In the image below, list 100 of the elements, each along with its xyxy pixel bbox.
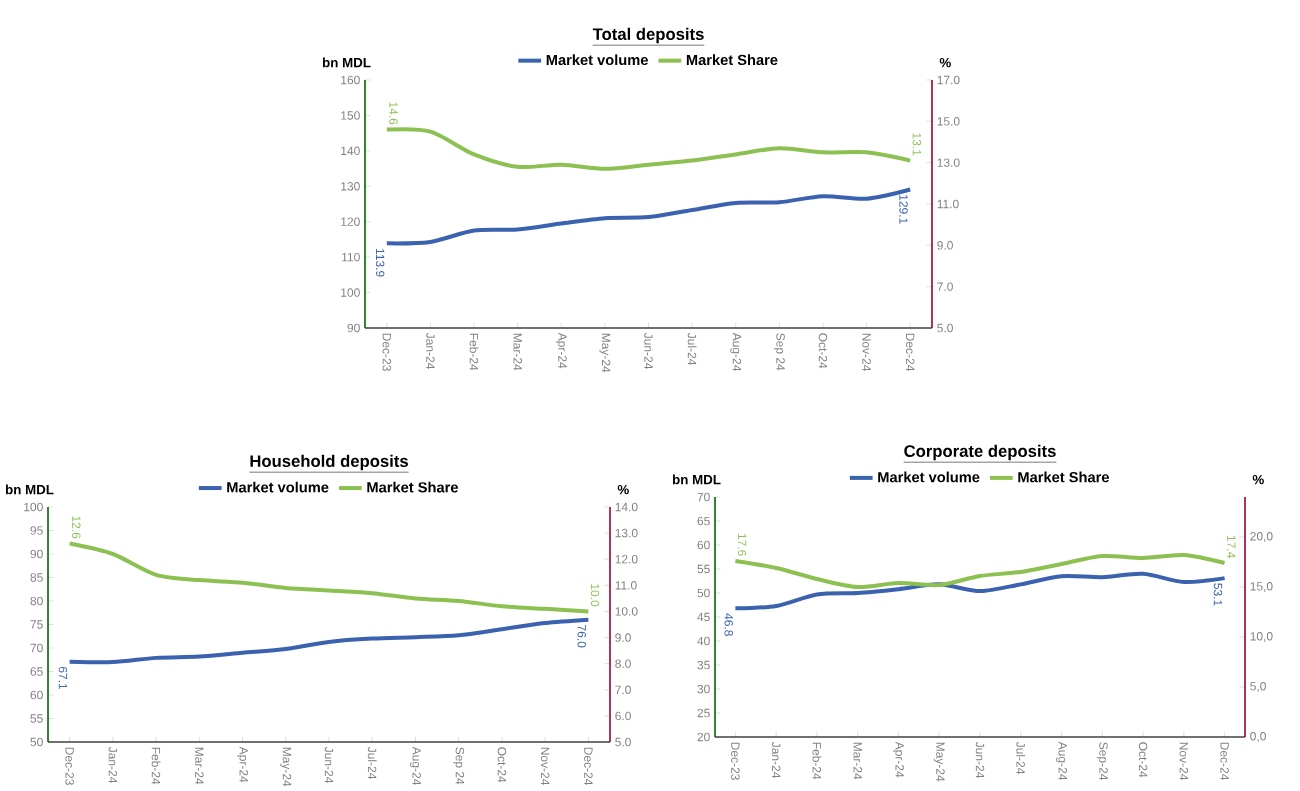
y-tick-label: 130 (341, 181, 360, 191)
data-label: 12.6 (72, 516, 81, 539)
x-tick-label: Nov-24 (540, 747, 550, 785)
x-tick-label: May-24 (280, 747, 292, 787)
x-tick-label: Jan-24 (108, 746, 118, 783)
y2-tick-label: 9.0 (615, 633, 631, 642)
y-axis-title: bn MDL (322, 57, 371, 68)
x-tick-label: Dec-24 (584, 747, 593, 785)
y2-tick-label: 20,0 (1250, 531, 1273, 542)
x-tick-label: Apr-24 (237, 746, 248, 783)
y-tick-label: 95 (30, 526, 43, 535)
x-tick-label: Jul-24 (1016, 741, 1026, 774)
data-label: 129.1 (899, 195, 908, 224)
x-tick-label: May-24 (599, 333, 611, 373)
y2-tick-label: 10,0 (1250, 631, 1273, 642)
data-label: 53.1 (1213, 583, 1223, 606)
y-tick-label: 65 (697, 516, 710, 526)
x-tick-label: Dec-23 (382, 333, 392, 371)
y2-tick-label: 13.0 (615, 528, 638, 538)
x-tick-label: Jan-24 (771, 741, 781, 778)
y2-axis-title: % (1252, 474, 1264, 485)
y2-tick-label: 5.0 (937, 323, 953, 333)
data-label: 14.6 (389, 102, 398, 125)
x-tick-label: Sep 24 (773, 333, 785, 371)
x-tick-label: Jun-24 (644, 332, 653, 369)
x-tick-label: Jul-24 (367, 746, 377, 779)
y2-tick-label: 15,0 (1250, 581, 1273, 592)
x-tick-label: Feb-24 (151, 747, 161, 785)
x-tick-label: Oct-24 (1138, 742, 1148, 778)
y-tick-label: 60 (697, 540, 710, 550)
data-label: 76.0 (577, 625, 586, 648)
y-tick-label: 90 (30, 549, 43, 559)
data-label: 17.6 (737, 533, 747, 556)
x-tick-label: Dec-24 (1220, 742, 1229, 780)
line-series (67, 617, 591, 665)
y-tick-label: 75 (30, 620, 43, 629)
y-tick-label: 150 (341, 111, 360, 120)
x-tick-label: Mar-24 (853, 742, 862, 780)
y2-axis-title: % (617, 484, 629, 495)
y2-tick-label: 17.0 (937, 75, 960, 85)
line-series (733, 571, 1227, 611)
x-tick-label: Oct-24 (497, 747, 507, 783)
y-tick-label: 90 (347, 323, 360, 333)
y-tick-label: 60 (30, 690, 43, 700)
y-tick-label: 120 (341, 217, 360, 226)
y-tick-label: 30 (697, 684, 710, 694)
x-tick-label: Mar-24 (513, 333, 522, 371)
legend-label: Market volume (878, 471, 980, 483)
legend-label: Market volume (227, 481, 329, 493)
y-tick-label: 100 (24, 502, 43, 512)
x-tick-label: Aug-24 (410, 746, 421, 785)
y-tick-label: 40 (697, 636, 710, 646)
y-tick-label: 65 (30, 667, 43, 676)
x-tick-label: May-24 (933, 742, 945, 782)
y-tick-label: 140 (341, 146, 360, 156)
data-label: 113.9 (375, 248, 385, 277)
x-tick-label: Jun-24 (324, 746, 334, 783)
y-tick-label: 20 (697, 732, 710, 742)
y-tick-label: 50 (697, 588, 710, 598)
legend-label: Market volume (546, 54, 648, 66)
data-label: 10.0 (590, 584, 600, 607)
legend-label: Market Share (1018, 471, 1109, 483)
x-tick-label: Mar-24 (195, 747, 204, 785)
data-label: 67.1 (58, 666, 68, 690)
y-tick-label: 35 (697, 660, 710, 670)
y-axis-title: bn MDL (5, 484, 54, 495)
y-tick-label: 55 (697, 564, 710, 574)
y2-tick-label: 9.0 (937, 241, 953, 250)
y2-tick-label: 0,0 (1250, 731, 1266, 742)
y-tick-label: 55 (30, 714, 43, 723)
x-tick-label: Feb-24 (469, 333, 479, 371)
y-tick-label: 45 (697, 612, 710, 622)
x-tick-label: Aug-24 (1056, 741, 1067, 780)
line-series (67, 541, 591, 614)
y-tick-label: 70 (30, 643, 43, 653)
x-tick-label: Dec-23 (65, 747, 74, 785)
x-tick-label: Nov-24 (1179, 742, 1189, 780)
y2-tick-label: 15.0 (937, 117, 960, 126)
x-tick-label: Aug-24 (730, 332, 742, 371)
x-tick-label: Sep-24 (1096, 742, 1108, 780)
chart-title: Household deposits (250, 454, 408, 471)
y2-tick-label: 5.0 (615, 737, 631, 747)
line-series (384, 127, 913, 171)
legend-label: Market Share (367, 481, 458, 493)
data-label: 13.1 (912, 133, 922, 156)
x-tick-label: Nov-24 (862, 333, 871, 371)
x-tick-label: Apr-24 (893, 741, 904, 778)
y-tick-label: 80 (30, 596, 43, 606)
y-tick-label: 25 (697, 708, 710, 718)
y-tick-label: 70 (697, 492, 710, 502)
y-tick-label: 100 (341, 288, 360, 297)
y2-tick-label: 5,0 (1250, 681, 1266, 692)
y2-axis-title: % (939, 57, 951, 68)
y-tick-label: 110 (342, 252, 360, 262)
x-tick-label: Jan-24 (426, 332, 435, 369)
line-series (384, 187, 913, 246)
y2-tick-label: 6.0 (615, 711, 631, 721)
data-label: 46.8 (724, 613, 733, 636)
x-tick-label: Dec-23 (731, 742, 740, 780)
y-tick-label: 50 (30, 737, 43, 747)
